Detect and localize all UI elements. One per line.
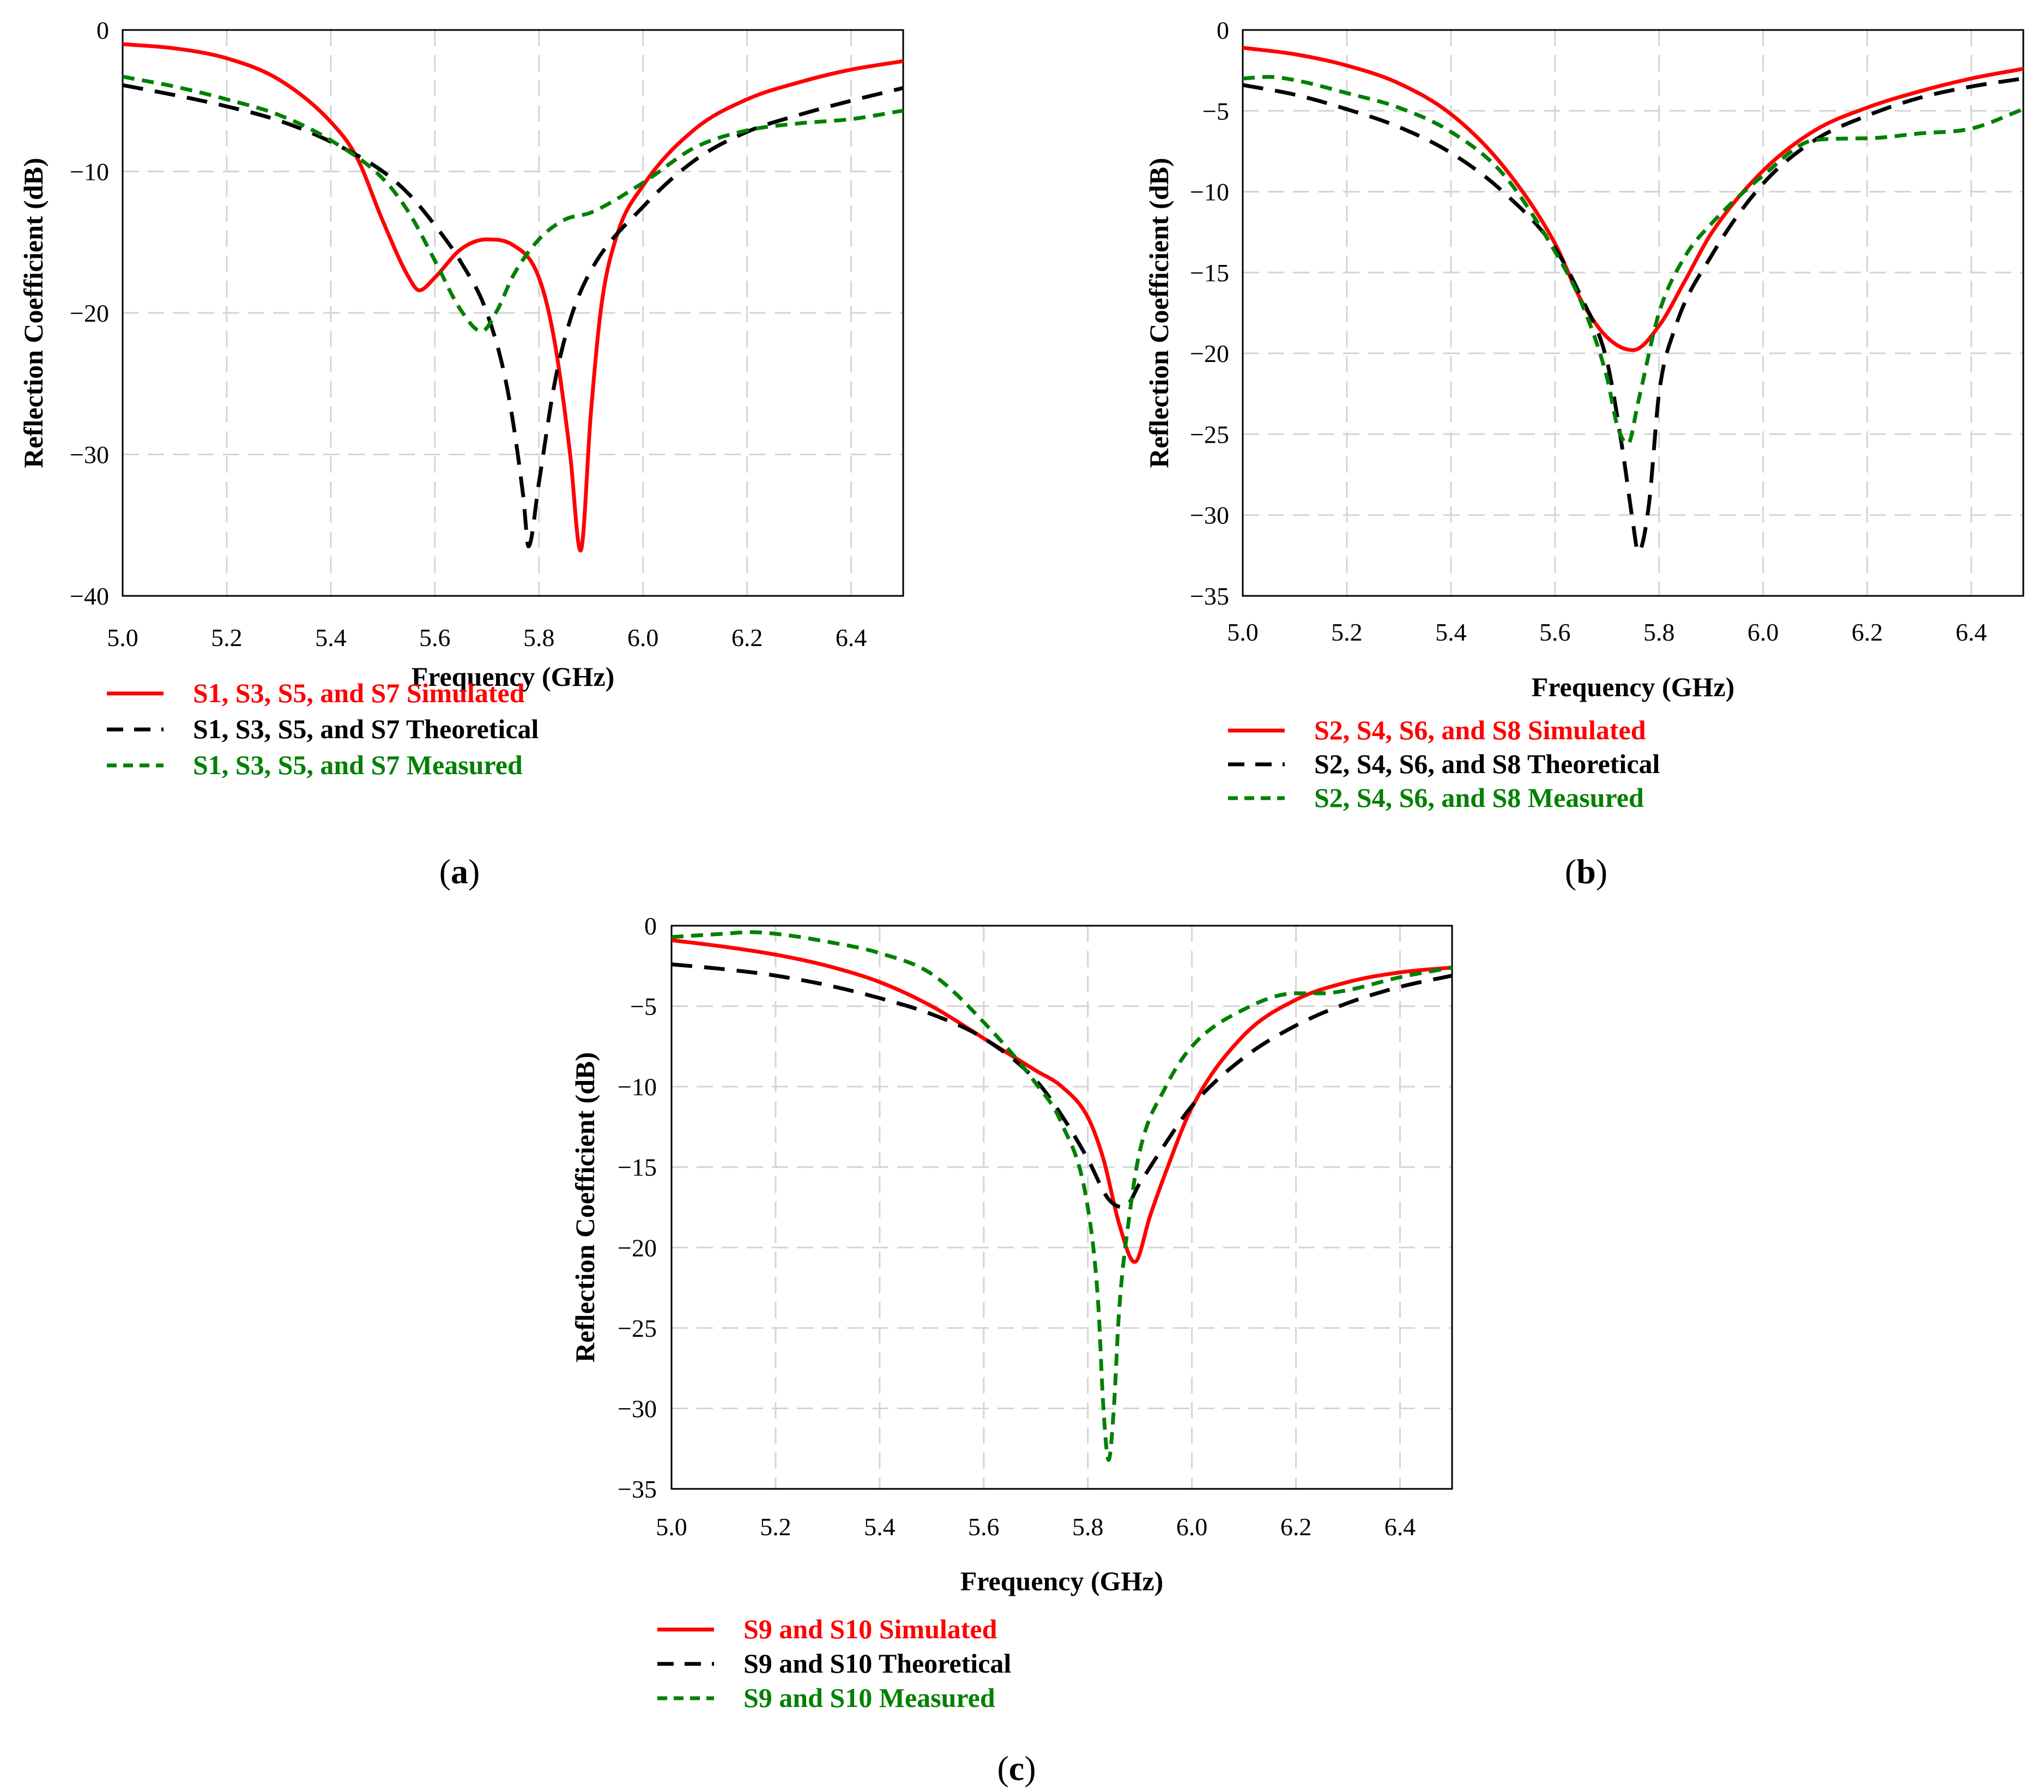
x-tick-label-c: 5.0 <box>656 1513 687 1541</box>
x-tick-label-b: 6.0 <box>1747 618 1779 646</box>
x-tick-label-a: 6.2 <box>731 624 763 651</box>
x-tick-label-a: 6.0 <box>627 624 659 651</box>
legend-c: S9 and S10 Simulated S9 and S10 Theoretic… <box>657 1614 1011 1713</box>
series-line-b-solid <box>1243 46 2023 352</box>
y-tick-label-b: −15 <box>1190 259 1229 287</box>
x-tick-label-b: 6.2 <box>1852 618 1883 646</box>
legend-a: S1, S3, S5, and S7 Simulated S1, S3, S5, … <box>107 678 539 780</box>
x-tick-label-c: 6.4 <box>1384 1513 1416 1541</box>
x-tick-label-c: 5.2 <box>760 1513 791 1541</box>
y-tick-label-a: −40 <box>70 582 109 610</box>
legend-label-b-dashed: S2, S4, S6, and S8 Theoretical <box>1314 749 1660 779</box>
x-tick-label-a: 5.2 <box>211 624 243 651</box>
series-line-c-dotted <box>672 930 1452 1462</box>
series-line-b-dashed <box>1243 76 2023 554</box>
x-tick-label-b: 5.0 <box>1227 618 1259 646</box>
y-axis-label-b: Reflection Coefficient (dB) <box>1144 158 1174 468</box>
x-tick-label-a: 5.8 <box>523 624 555 651</box>
x-tick-label-b: 5.8 <box>1643 618 1675 646</box>
plot-frame-b <box>1242 29 2024 597</box>
legend-label-a-solid: S1, S3, S5, and S7 Simulated <box>193 678 525 708</box>
y-tick-label-a: −30 <box>70 441 109 469</box>
x-axis-label-a: Frequency (GHz) <box>412 661 615 692</box>
y-tick-label-c: 0 <box>644 912 657 940</box>
x-tick-label-c: 5.8 <box>1072 1513 1104 1541</box>
x-tick-label-a: 5.4 <box>315 624 347 651</box>
x-axis-label-b: Frequency (GHz) <box>1532 672 1735 702</box>
legend-label-c-dashed: S9 and S10 Theoretical <box>743 1648 1011 1679</box>
legend-label-b-solid: S2, S4, S6, and S8 Simulated <box>1314 715 1646 745</box>
panel-label-a: (a) <box>439 852 480 891</box>
series-line-c-solid <box>672 938 1452 1264</box>
y-tick-label-b: −30 <box>1190 502 1229 529</box>
x-tick-label-a: 5.0 <box>107 624 138 651</box>
y-tick-label-b: −5 <box>1202 97 1229 125</box>
legend-b: S2, S4, S6, and S8 Simulated S2, S4, S6, … <box>1228 715 1660 813</box>
y-tick-label-a: −20 <box>70 299 109 327</box>
x-tick-label-c: 5.6 <box>968 1513 1000 1541</box>
legend-label-b-dotted: S2, S4, S6, and S8 Measured <box>1314 782 1644 813</box>
chart-panel-a: 5.0 5.2 5.4 5.6 5.8 6.0 6.2 6.4 0 −10 −20 −30 −40 Fre… <box>18 16 904 891</box>
chart-panel-c: 5.0 5.2 5.4 5.6 5.8 6.0 6.2 6.4 0 −5 −10 −15 −20 −25 −… <box>570 912 1453 1788</box>
series-line-a-dashed <box>123 83 903 548</box>
legend-label-c-solid: S9 and S10 Simulated <box>743 1614 997 1644</box>
y-tick-label-a: −10 <box>70 158 109 186</box>
y-tick-label-c: −35 <box>618 1475 657 1503</box>
x-tick-label-c: 6.0 <box>1176 1513 1208 1541</box>
x-tick-label-a: 6.4 <box>836 624 867 651</box>
legend-label-a-dashed: S1, S3, S5, and S7 Theoretical <box>193 714 539 744</box>
x-tick-label-c: 5.4 <box>864 1513 896 1541</box>
plot-frame-a <box>122 29 904 597</box>
x-tick-label-a: 5.6 <box>419 624 451 651</box>
x-tick-label-b: 5.2 <box>1331 618 1363 646</box>
y-tick-label-c: −5 <box>630 993 657 1021</box>
x-axis-label-c: Frequency (GHz) <box>960 1566 1164 1596</box>
y-tick-label-c: −15 <box>618 1154 657 1181</box>
x-tick-label-b: 5.6 <box>1539 618 1571 646</box>
legend-label-c-dotted: S9 and S10 Measured <box>743 1682 995 1713</box>
y-tick-label-b: −35 <box>1190 582 1229 610</box>
panel-label-b: (b) <box>1565 852 1607 891</box>
y-tick-label-c: −30 <box>618 1395 657 1422</box>
chart-panel-b: 5.0 5.2 5.4 5.6 5.8 6.0 6.2 6.4 0 −5 −10 −15 −20 −25 −… <box>1144 16 2024 891</box>
y-tick-label-b: −10 <box>1190 178 1229 206</box>
series-line-a-solid <box>123 42 903 553</box>
plot-frame-c <box>670 925 1453 1490</box>
x-tick-label-b: 6.4 <box>1956 618 1987 646</box>
y-tick-label-b: 0 <box>1217 16 1229 44</box>
y-axis-label-c: Reflection Coefficient (dB) <box>570 1052 600 1362</box>
series-line-a-dotted <box>123 75 903 334</box>
legend-label-a-dotted: S1, S3, S5, and S7 Measured <box>193 750 523 780</box>
y-axis-label-a: Reflection Coefficient (dB) <box>18 158 49 468</box>
y-tick-label-b: −20 <box>1190 340 1229 367</box>
x-tick-label-c: 6.2 <box>1280 1513 1312 1541</box>
series-line-b-dotted <box>1243 75 2023 446</box>
y-tick-label-c: −10 <box>618 1073 657 1101</box>
y-tick-label-c: −20 <box>618 1234 657 1262</box>
y-tick-label-b: −25 <box>1190 420 1229 448</box>
x-tick-label-b: 5.4 <box>1435 618 1467 646</box>
series-line-c-dashed <box>672 962 1452 1209</box>
y-tick-label-a: 0 <box>96 16 109 44</box>
panel-label-c: (c) <box>997 1749 1036 1788</box>
y-tick-label-c: −25 <box>618 1314 657 1342</box>
